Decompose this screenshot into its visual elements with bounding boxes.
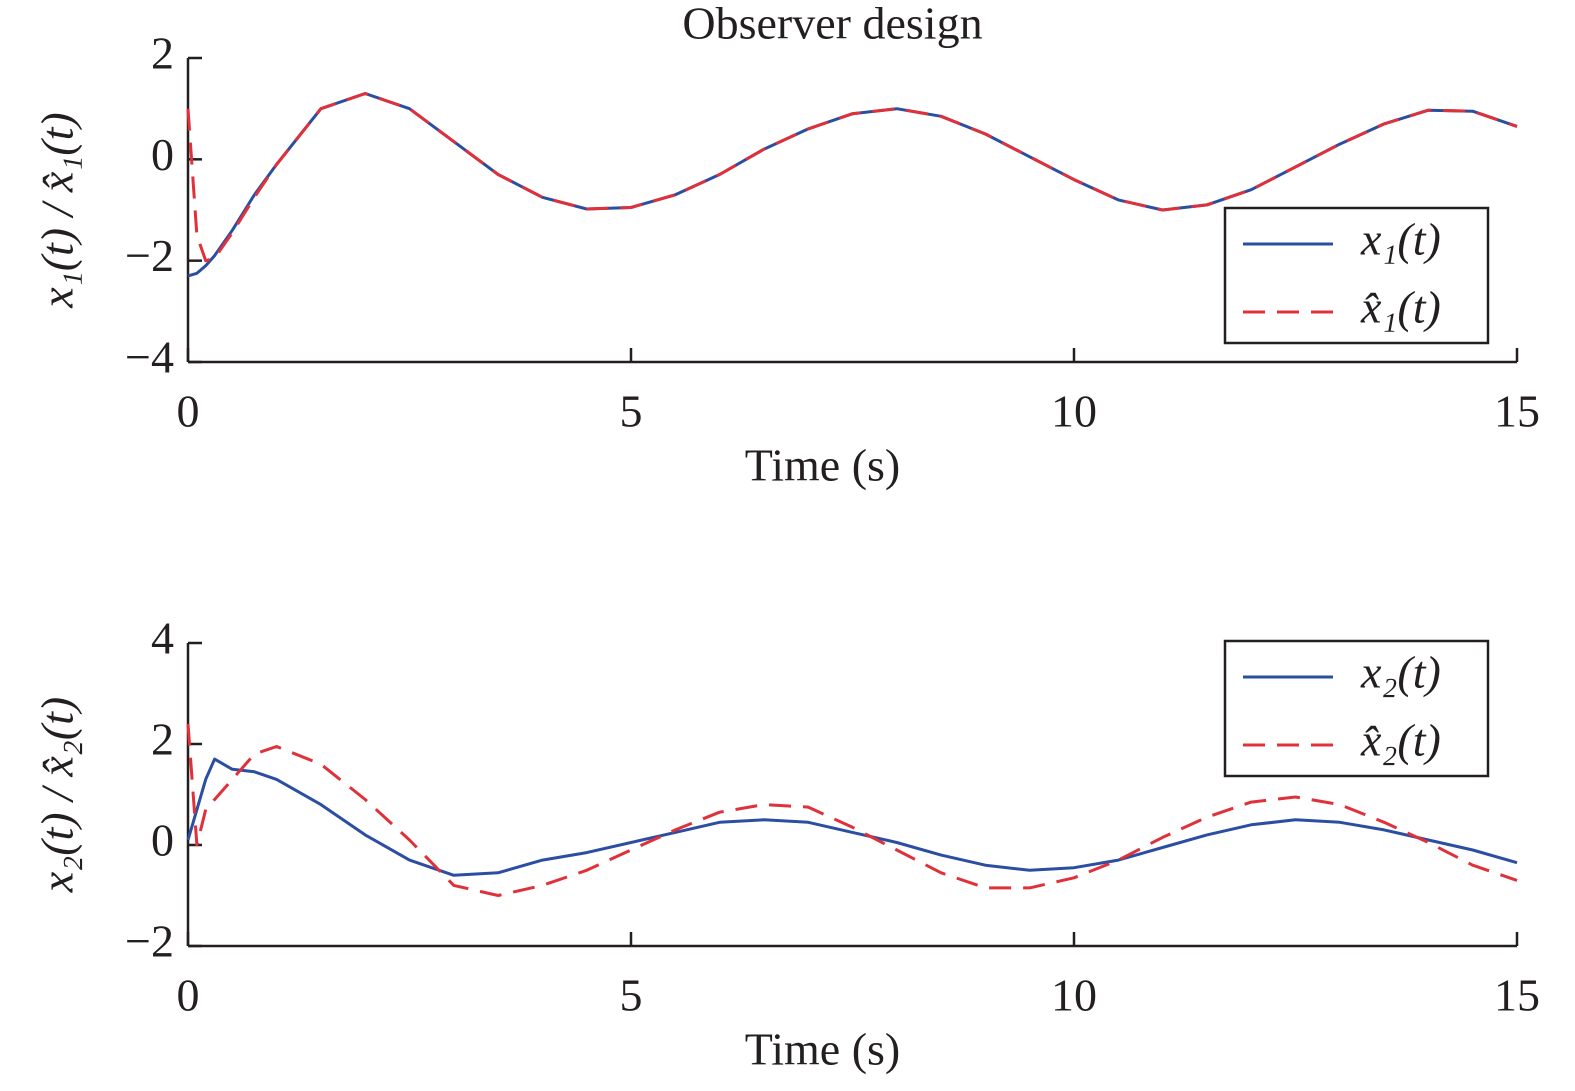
x-tick-label: 0 bbox=[177, 970, 200, 1021]
legend-label: x̂₂(t) bbox=[1360, 715, 1441, 766]
y-tick-label: 0 bbox=[151, 129, 174, 180]
x-tick-label: 15 bbox=[1494, 386, 1540, 437]
x-tick-label: 5 bbox=[620, 970, 643, 1021]
y-tick-label: −2 bbox=[125, 230, 174, 281]
y-axis-label: x₁(t) / x̂₁(t) bbox=[32, 112, 83, 308]
y-tick-label: 4 bbox=[151, 613, 174, 664]
x-axis-label: Time (s) bbox=[745, 1024, 901, 1075]
legend: x₂(t) x̂₂(t) bbox=[1223, 639, 1490, 778]
y-tick-label: 2 bbox=[151, 714, 174, 765]
y-axis-label: x₂(t) / x̂₂(t) bbox=[32, 697, 83, 893]
series-line bbox=[186, 92, 1518, 263]
series-line bbox=[186, 723, 1518, 897]
x-tick-label: 0 bbox=[177, 386, 200, 437]
legend-label: x₁(t) bbox=[1360, 214, 1441, 265]
legend-label: x̂₁(t) bbox=[1360, 282, 1441, 333]
legend: x₁(t) x̂₁(t) bbox=[1223, 206, 1490, 345]
y-tick-label: 2 bbox=[151, 28, 174, 79]
legend-box bbox=[1223, 206, 1490, 345]
y-tick-label: −2 bbox=[125, 916, 174, 967]
series-line bbox=[186, 757, 1518, 877]
x-tick-label: 10 bbox=[1051, 386, 1097, 437]
chart-title: Observer design bbox=[682, 0, 982, 49]
legend-box bbox=[1223, 639, 1490, 778]
x-axis-label: Time (s) bbox=[745, 440, 901, 491]
x-tick-label: 5 bbox=[620, 386, 643, 437]
legend-label: x₂(t) bbox=[1360, 647, 1441, 698]
x-tick-label: 10 bbox=[1051, 970, 1097, 1021]
y-tick-label: 0 bbox=[151, 815, 174, 866]
y-tick-label: −4 bbox=[125, 332, 174, 383]
x-tick-label: 15 bbox=[1494, 970, 1540, 1021]
